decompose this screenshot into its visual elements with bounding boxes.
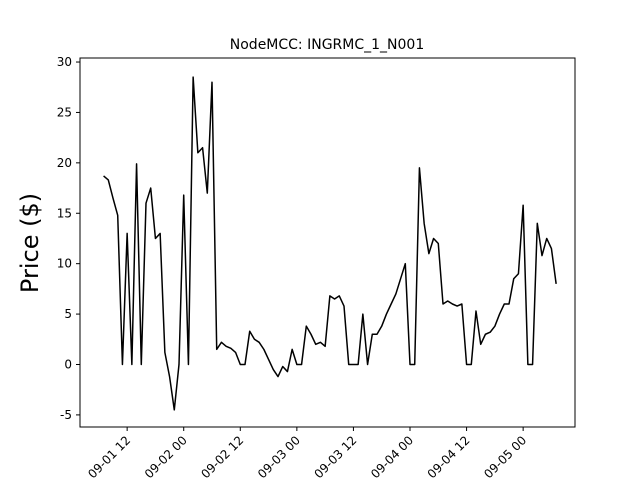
y-tick-label: 30 bbox=[57, 55, 72, 69]
y-tick-label: 5 bbox=[64, 307, 72, 321]
chart-title: NodeMCC: INGRMC_1_N001 bbox=[230, 37, 424, 53]
plot-frame bbox=[79, 57, 576, 428]
y-tick-label: 20 bbox=[57, 156, 72, 170]
y-axis-label: Price ($) bbox=[16, 193, 44, 293]
y-tick-label: -5 bbox=[60, 408, 72, 422]
y-tick-label: 0 bbox=[64, 357, 72, 371]
y-tick-label: 15 bbox=[57, 206, 72, 220]
y-tick-label: 25 bbox=[57, 105, 72, 119]
y-tick-label: 10 bbox=[57, 257, 72, 271]
price-line bbox=[103, 76, 557, 411]
